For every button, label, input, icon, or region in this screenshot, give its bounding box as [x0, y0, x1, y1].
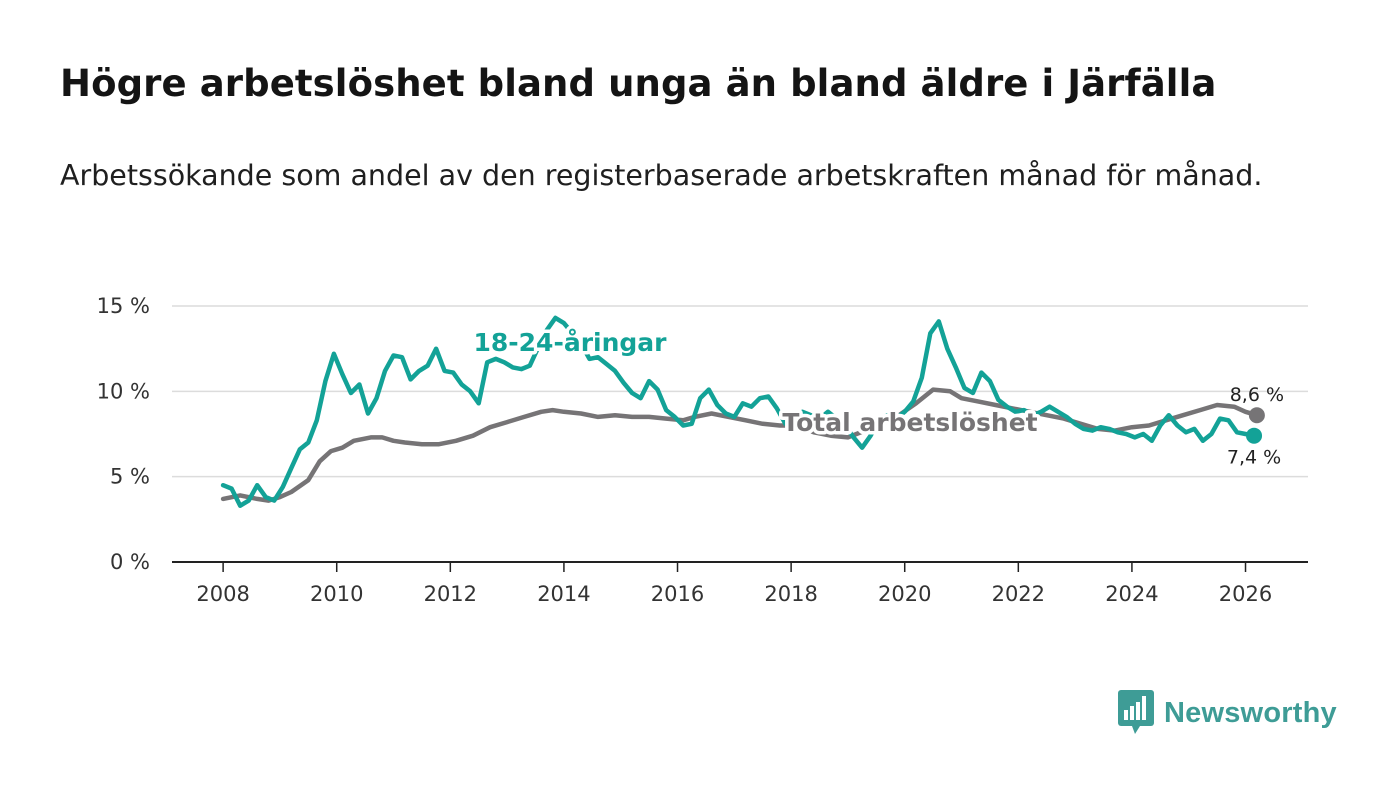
x-tick-label: 2012 — [424, 582, 477, 606]
y-tick-label: 10 % — [97, 379, 150, 403]
brand-name: Newsworthy — [1164, 696, 1337, 729]
series-end-dot — [1246, 427, 1263, 444]
series-lines — [220, 315, 1265, 508]
series-label: 18-24-åringar — [474, 328, 668, 357]
chart-title: Högre arbetslöshet bland unga än bland ä… — [60, 62, 1217, 105]
grid-lines — [172, 305, 1308, 478]
x-tick-label: 2008 — [196, 582, 249, 606]
y-tick-label: 5 % — [110, 465, 150, 489]
y-axis-ticks: 0 % 5 % 10 % 15 % — [97, 294, 150, 574]
x-tick-label: 2016 — [651, 582, 704, 606]
series-line — [220, 387, 1260, 503]
x-tick-label: 2018 — [764, 582, 817, 606]
chart-subtitle: Arbetssökande som andel av den registerb… — [60, 159, 1263, 192]
x-tick-label: 2020 — [878, 582, 931, 606]
series-end-label: 8,6 % — [1230, 384, 1284, 406]
series-end-label: 7,4 % — [1227, 447, 1281, 469]
y-tick-label: 0 % — [110, 550, 150, 574]
series-line — [220, 315, 1257, 508]
brand-logo: Newsworthy — [1118, 690, 1337, 736]
x-tick-label: 2022 — [992, 582, 1045, 606]
y-tick-label: 15 % — [97, 294, 150, 318]
x-tick-label: 2014 — [537, 582, 590, 606]
x-tick-label: 2024 — [1105, 582, 1158, 606]
x-axis: 2008 2010 2012 2014 2016 2018 2020 2022 2024 2026 — [172, 561, 1308, 606]
x-tick-label: 2026 — [1219, 582, 1272, 606]
bar-chart-speech-bubble-icon — [1118, 690, 1154, 734]
series-label-halo: Total arbetslöshet — [782, 408, 1037, 437]
x-tick-label: 2010 — [310, 582, 363, 606]
series-label: Total arbetslöshet — [782, 408, 1037, 437]
series-end-dot — [1248, 407, 1265, 424]
series-label-halo: 18-24-åringar — [474, 328, 668, 357]
